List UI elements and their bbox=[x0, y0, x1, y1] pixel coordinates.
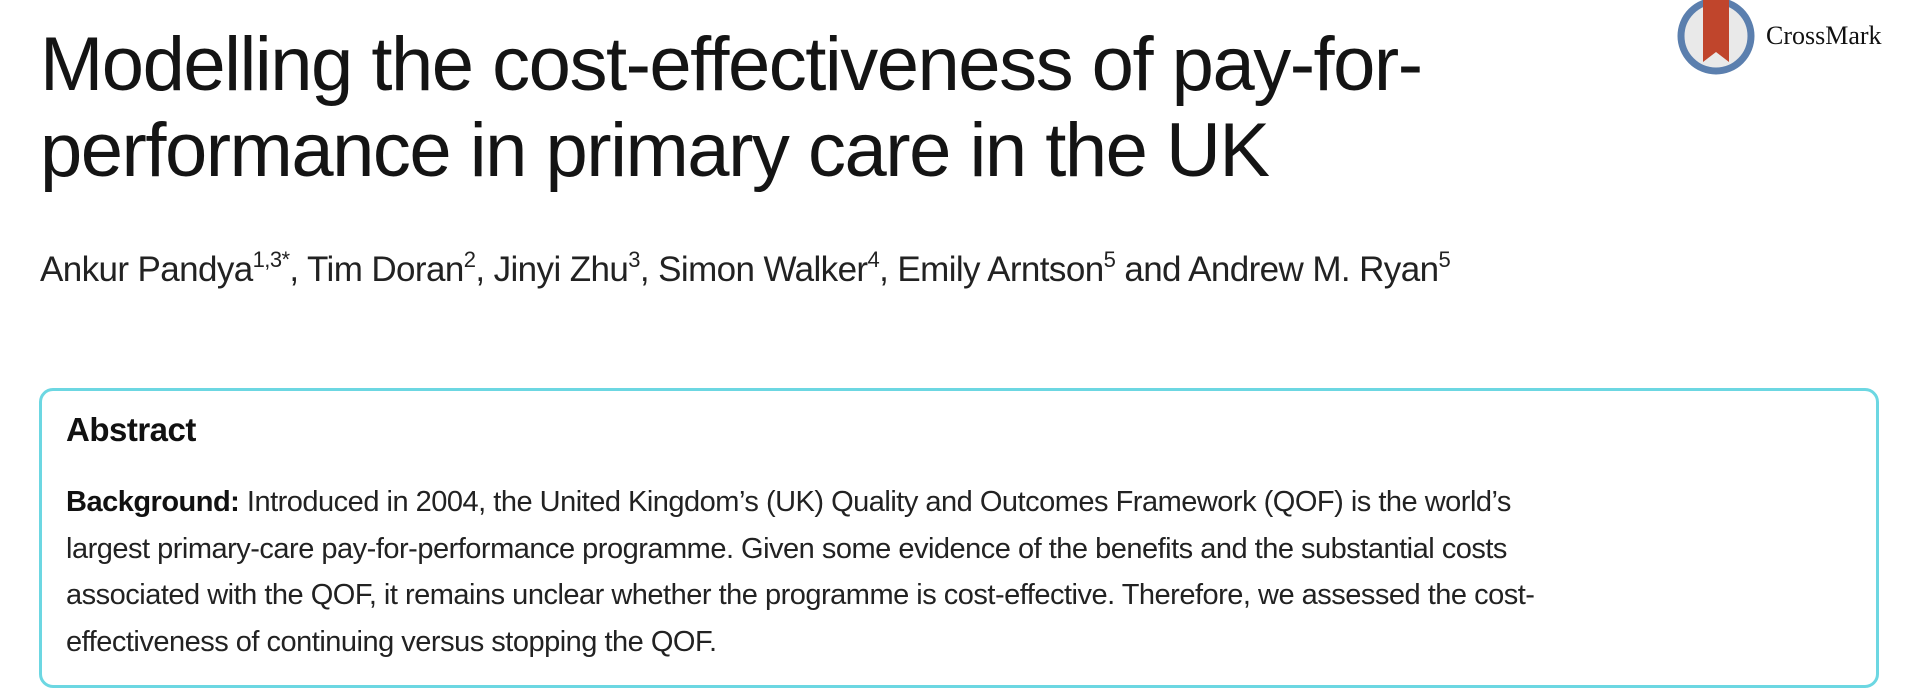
crossmark-icon bbox=[1677, 0, 1755, 75]
author-name[interactable]: Tim Doran bbox=[307, 250, 464, 289]
title-line-1: Modelling the cost-effectiveness of pay-… bbox=[40, 22, 1423, 107]
section-label: Background: bbox=[66, 486, 240, 518]
abstract-box: Abstract Background: Introduced in 2004,… bbox=[39, 388, 1879, 688]
author-name[interactable]: Andrew M. Ryan bbox=[1188, 250, 1439, 289]
affiliation: 4 bbox=[867, 247, 880, 272]
abstract-heading: Abstract bbox=[66, 411, 196, 448]
title-line-2: performance in primary care in the UK bbox=[40, 108, 1270, 193]
separator: , bbox=[879, 250, 898, 289]
crossmark-badge[interactable]: CrossMark bbox=[1676, 0, 1882, 76]
article-title: Modelling the cost-effectiveness of pay-… bbox=[40, 22, 1423, 194]
separator: , bbox=[639, 250, 659, 289]
author-list: Ankur Pandya1,3*, Tim Doran2, Jinyi Zhu3… bbox=[40, 247, 1451, 290]
affiliation: 2 bbox=[463, 247, 476, 272]
author-name[interactable]: Simon Walker bbox=[658, 250, 868, 289]
author-name[interactable]: Emily Arntson bbox=[897, 250, 1104, 289]
separator: , bbox=[289, 250, 308, 289]
affiliation: 5 bbox=[1103, 247, 1116, 272]
affiliation: 5 bbox=[1438, 247, 1451, 272]
separator: , bbox=[475, 250, 494, 289]
abstract-line: effectiveness of continuing versus stopp… bbox=[66, 625, 717, 658]
affiliation: 1,3* bbox=[252, 247, 290, 272]
separator: and bbox=[1115, 250, 1189, 289]
author-name[interactable]: Ankur Pandya bbox=[40, 250, 253, 289]
author-name[interactable]: Jinyi Zhu bbox=[493, 250, 629, 289]
abstract-line: largest primary-care pay-for-performance… bbox=[66, 532, 1507, 565]
crossmark-label: CrossMark bbox=[1766, 21, 1882, 50]
abstract-line: associated with the QOF, it remains uncl… bbox=[66, 579, 1535, 611]
abstract-background: Background: Introduced in 2004, the Unit… bbox=[66, 479, 1535, 665]
affiliation: 3 bbox=[628, 247, 640, 272]
abstract-line: Introduced in 2004, the United Kingdom’s… bbox=[239, 486, 1512, 518]
